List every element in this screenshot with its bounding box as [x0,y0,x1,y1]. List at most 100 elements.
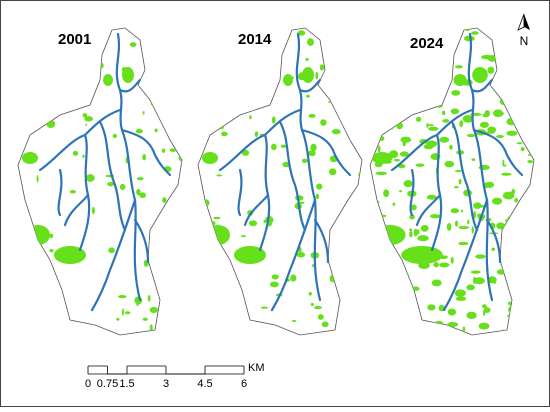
vegetation-patch [348,294,358,298]
vegetation-patch [529,284,534,293]
vegetation-patch [453,74,467,86]
vegetation-patch [54,246,86,264]
vegetation-patch [122,308,125,316]
vegetation-patch [326,57,335,63]
vegetation-patch [409,214,415,220]
vegetation-patch [290,274,297,282]
vegetation-patch [416,229,420,235]
basin-fill [17,27,183,336]
scale-label: 1.5 [119,378,134,390]
vegetation-patch [271,274,279,280]
vegetation-patch [370,267,379,272]
vegetation-patch [450,108,460,115]
vegetation-patch [449,40,456,46]
basin-map [369,27,535,336]
scale-unit: KM [248,362,265,374]
vegetation-patch [352,242,356,245]
vegetation-patch [501,65,509,72]
vegetation-patch [335,227,345,231]
vegetation-patch [483,307,491,313]
vegetation-patch [107,181,115,187]
vegetation-patch [473,202,482,209]
vegetation-patch [118,295,127,299]
vegetation-patch [236,93,243,100]
vegetation-patch [415,163,425,167]
vegetation-patch [525,277,528,281]
vegetation-patch [523,238,527,244]
vegetation-patch [422,90,431,93]
vegetation-patch [450,208,460,214]
vegetation-patch [338,233,345,241]
vegetation-patch [202,152,218,164]
vegetation-patch [502,159,505,167]
vegetation-patch [162,197,167,203]
vegetation-patch [450,42,453,48]
vegetation-patch [500,172,512,176]
vegetation-patch [497,85,506,90]
vegetation-patch [302,67,314,83]
vegetation-patch [271,328,278,335]
vegetation-patch [248,220,258,227]
vegetation-patch [502,191,515,200]
vegetation-patch [446,222,452,231]
vegetation-patch [103,74,113,86]
vegetation-patch [393,158,400,162]
vegetation-patch [526,72,534,79]
vegetation-patch [454,170,463,173]
vegetation-patch [463,35,475,42]
vegetation-patch [241,149,250,156]
vegetation-patch [49,248,54,253]
vegetation-patch [84,116,93,122]
vegetation-patch [142,111,145,115]
vegetation-patch [213,216,221,220]
vegetation-patch [376,267,381,271]
vegetation-patch [462,114,474,123]
vegetation-patch [467,219,470,225]
vegetation-patch [433,262,440,268]
north-label: N [520,34,529,48]
vegetation-patch [215,88,221,93]
vegetation-patch [316,183,323,190]
vegetation-patch [161,96,166,105]
vegetation-patch [370,283,382,288]
vegetation-patch [338,109,346,114]
vegetation-patch [508,305,516,314]
vegetation-patch [122,67,134,83]
vegetation-patch [392,321,396,329]
vegetation-patch [497,82,510,88]
vegetation-patch [390,304,397,311]
vegetation-patch [425,140,438,148]
vegetation-patch [380,53,388,62]
vegetation-patch [402,106,409,112]
vegetation-patch [507,232,510,235]
vegetation-patch [471,31,479,35]
vegetation-patch [516,142,523,145]
vegetation-patch [380,285,386,290]
vegetation-patch [382,55,385,62]
vegetation-patch [428,126,439,131]
vegetation-patch [522,252,530,258]
basin-map [17,27,183,336]
vegetation-patch [523,229,534,237]
vegetation-patch [308,113,316,118]
vegetation-patch [319,64,325,71]
basin-fill [369,27,535,336]
vegetation-patch [400,136,412,143]
vegetation-patch [371,249,384,258]
vegetation-patch [401,35,406,41]
scale-label: 0 [85,378,91,390]
vegetation-patch [283,74,293,86]
vegetation-patch [399,151,409,157]
vegetation-patch [354,43,357,48]
basin-fill [197,27,363,336]
vegetation-patch [524,137,527,143]
vegetation-patch [206,222,212,226]
vegetation-patch [46,120,56,128]
vegetation-patch [254,48,260,57]
vegetation-patch [198,278,205,286]
vegetation-patch [203,98,207,101]
scale-bar: 0 0.75 1.5 3 4.5 6KM [85,362,265,390]
vegetation-patch [398,278,411,286]
vegetation-patch [370,93,377,102]
vegetation-patch [528,103,534,107]
